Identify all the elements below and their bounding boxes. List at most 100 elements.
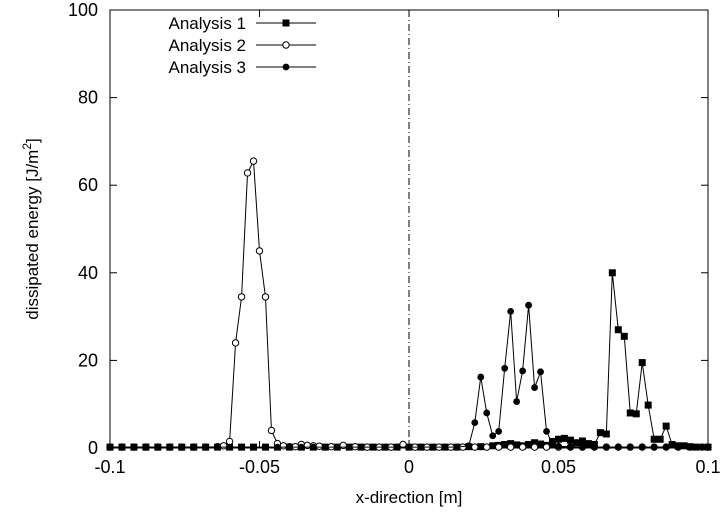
data-point xyxy=(309,443,317,451)
data-point xyxy=(279,442,288,450)
x-tick-label: 0.05 xyxy=(541,457,576,477)
data-point xyxy=(537,440,545,448)
data-point xyxy=(530,443,539,451)
data-point xyxy=(501,364,509,372)
data-point xyxy=(219,442,228,450)
data-point xyxy=(483,409,491,417)
data-point xyxy=(608,269,616,277)
data-point xyxy=(513,398,521,405)
data-point xyxy=(518,443,527,451)
data-point xyxy=(393,443,401,451)
data-point xyxy=(453,443,461,451)
data-point xyxy=(417,443,425,451)
legend-entry: Analysis 2 xyxy=(169,36,316,55)
data-point xyxy=(166,443,174,451)
tick-layer: -0.1 -0.05 0 0.05 0.1 0 20 40 60 80 100 xyxy=(68,0,721,477)
data-point xyxy=(214,443,222,451)
data-point xyxy=(614,443,622,451)
legend-marker xyxy=(282,19,290,27)
data-point xyxy=(405,443,413,451)
data-point xyxy=(225,437,234,446)
data-point xyxy=(471,419,479,426)
data-point xyxy=(656,435,664,443)
data-point xyxy=(566,436,574,444)
legend-label: Analysis 3 xyxy=(169,58,246,77)
data-point xyxy=(495,427,503,435)
data-point xyxy=(578,437,586,445)
y-tick-label: 60 xyxy=(78,175,98,195)
data-point xyxy=(286,443,293,451)
data-point xyxy=(506,443,515,451)
data-point xyxy=(638,443,646,451)
data-point xyxy=(650,435,658,443)
data-point xyxy=(321,443,329,451)
data-point xyxy=(477,373,485,381)
data-point xyxy=(537,368,544,376)
data-point xyxy=(441,443,449,451)
data-point xyxy=(596,429,604,437)
data-point xyxy=(650,443,658,451)
data-point xyxy=(106,443,114,451)
y-tick-label: 100 xyxy=(68,0,98,20)
y-axis-label: dissipated energy [J/m2] xyxy=(20,138,42,320)
legend-label: Analysis 1 xyxy=(169,14,246,33)
data-point xyxy=(614,326,622,334)
data-point xyxy=(579,443,586,451)
data-point xyxy=(226,443,234,451)
data-point xyxy=(531,439,539,447)
data-point xyxy=(274,443,281,451)
y-axis-label-main: dissipated energy [J/m xyxy=(23,150,42,320)
series-layer xyxy=(106,157,712,451)
data-point xyxy=(345,443,353,451)
data-point xyxy=(549,441,556,448)
data-point xyxy=(567,443,574,451)
y-tick-label: 20 xyxy=(78,350,98,370)
data-point xyxy=(602,443,610,451)
data-point xyxy=(249,157,258,165)
data-point xyxy=(674,443,682,451)
data-point xyxy=(471,443,479,451)
data-point xyxy=(429,443,437,451)
data-point xyxy=(644,401,652,409)
legend-label: Analysis 2 xyxy=(169,36,246,55)
y-tick-label: 40 xyxy=(78,263,98,283)
series-3 xyxy=(106,301,712,451)
x-tick-label: -0.1 xyxy=(94,457,125,477)
y-axis-label-close: ] xyxy=(23,138,42,143)
data-point xyxy=(399,440,407,449)
data-point xyxy=(202,443,210,451)
data-point xyxy=(267,426,276,435)
data-point xyxy=(626,409,634,417)
legend-entry: Analysis 1 xyxy=(169,14,316,33)
data-point xyxy=(590,443,598,451)
data-point xyxy=(238,443,245,451)
x-tick-label: -0.05 xyxy=(239,457,280,477)
data-point xyxy=(190,443,198,451)
data-point xyxy=(369,443,377,451)
data-point xyxy=(638,359,646,367)
data-point xyxy=(237,293,246,301)
data-point xyxy=(525,440,533,448)
data-point xyxy=(632,410,640,418)
data-point xyxy=(255,247,264,255)
legend-marker xyxy=(282,63,290,71)
data-point xyxy=(333,443,341,451)
x-tick-label: 0 xyxy=(404,457,414,477)
data-point xyxy=(525,301,532,309)
data-point xyxy=(542,443,551,451)
data-point xyxy=(243,169,252,177)
data-point xyxy=(680,442,688,450)
legend-marker xyxy=(282,41,290,49)
data-point xyxy=(501,440,509,448)
data-point xyxy=(489,432,497,440)
data-point xyxy=(261,293,270,301)
y-axis-label-superscript: 2 xyxy=(20,143,34,150)
data-point xyxy=(262,443,269,451)
data-point xyxy=(555,442,562,450)
data-point xyxy=(620,332,628,340)
data-point xyxy=(531,384,538,391)
data-point xyxy=(489,442,497,450)
data-point xyxy=(507,307,515,315)
data-point xyxy=(626,443,634,451)
